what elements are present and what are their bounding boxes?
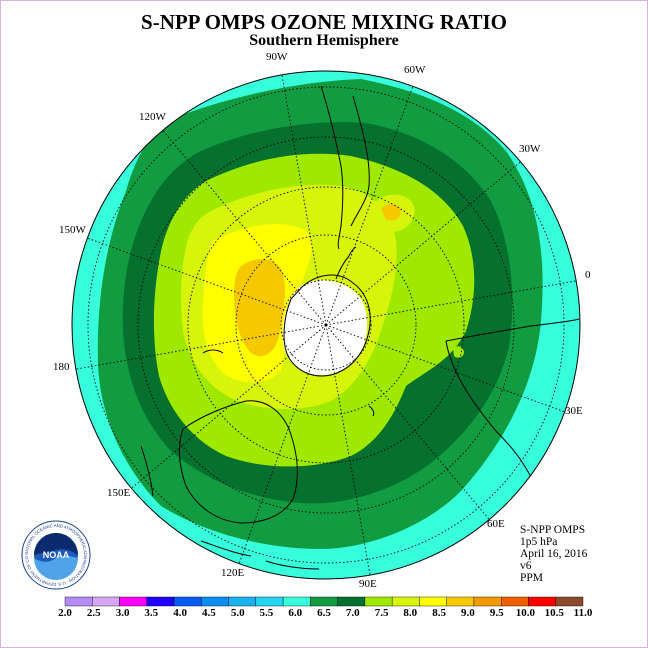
lon-label-30e: 30E bbox=[565, 405, 583, 417]
colorbar-tick-label: 9.0 bbox=[461, 607, 475, 619]
colorbar-tick-label: 4.5 bbox=[202, 607, 216, 619]
info-block: S-NPP OMPS 1p5 hPa April 16, 2016 v6 PPM bbox=[520, 524, 587, 584]
colorbar-tick-label: 6.5 bbox=[317, 607, 331, 619]
info-instrument: S-NPP OMPS bbox=[520, 524, 586, 536]
pole-nodata-region bbox=[282, 280, 368, 375]
colorbar-tick-label: 2.0 bbox=[58, 607, 72, 619]
lon-label-150w: 150W bbox=[59, 224, 86, 236]
colorbar-tick-label: 5.5 bbox=[259, 607, 274, 619]
colorbar-tick-label: 3.0 bbox=[115, 607, 130, 619]
meridian-lines bbox=[75, 74, 577, 576]
lon-label-90w: 90W bbox=[266, 51, 288, 63]
south-pole-marker bbox=[324, 323, 328, 327]
latitude-circle-60s bbox=[187, 186, 465, 464]
latitude-circle-50s bbox=[137, 136, 515, 514]
sub-antarctic-islands bbox=[202, 349, 375, 417]
lon-label-150e: 150E bbox=[107, 487, 131, 499]
info-date: April 16, 2016 bbox=[520, 548, 588, 560]
meridian-line bbox=[325, 161, 521, 326]
latitude-circle-70s bbox=[235, 234, 417, 416]
band-9-0-patch bbox=[381, 203, 401, 221]
lon-label-90e: 90E bbox=[359, 578, 377, 590]
lon-label-30w: 30W bbox=[519, 143, 541, 155]
meridian-line bbox=[131, 324, 327, 489]
meridian-line bbox=[325, 324, 565, 413]
coastlines bbox=[130, 85, 580, 570]
noaa-logo: NOAA NATIONAL OCEANIC AND ATMOSPHERIC AD… bbox=[21, 520, 91, 590]
lon-label-60e: 60E bbox=[487, 518, 505, 530]
info-level: 1p5 hPa bbox=[520, 536, 558, 548]
meridian-line bbox=[238, 324, 327, 564]
map-boundary bbox=[71, 70, 581, 580]
info-version: v6 bbox=[520, 560, 532, 572]
indonesia-coast bbox=[200, 540, 320, 570]
info-units: PPM bbox=[520, 572, 544, 584]
south-america-coast bbox=[320, 85, 370, 250]
meridian-line bbox=[281, 74, 327, 326]
lon-label-180: 180 bbox=[53, 361, 70, 373]
lon-label-60w: 60W bbox=[404, 64, 426, 76]
colorbar-tick-label: 2.5 bbox=[86, 607, 101, 619]
graticule bbox=[75, 74, 577, 576]
meridian-line bbox=[325, 86, 414, 326]
colorbar-tick-label: 8.5 bbox=[432, 607, 446, 619]
colorbar-tick-label: 5.0 bbox=[230, 607, 245, 619]
australia-coast bbox=[178, 400, 298, 524]
africa-coast bbox=[445, 318, 580, 502]
colorbar-tick-label: 10.0 bbox=[515, 607, 536, 619]
latitude-circle-40s bbox=[87, 86, 565, 564]
meridian-line bbox=[75, 324, 327, 370]
colorbar-tick-label: 7.0 bbox=[345, 607, 360, 619]
latitude-circle-80s bbox=[280, 279, 372, 371]
colorbar-tick-label: 9.5 bbox=[489, 607, 504, 619]
noaa-logo-text: NOAA bbox=[43, 550, 70, 560]
map-subtitle: Southern Hemisphere bbox=[249, 32, 399, 49]
antarctic-peninsula bbox=[335, 246, 357, 280]
colorbar-tick-label: 8.0 bbox=[403, 607, 418, 619]
colorbar-tick-label: 10.5 bbox=[544, 607, 564, 619]
meridian-line bbox=[162, 130, 327, 326]
meridian-line bbox=[87, 237, 327, 326]
lon-label-0: 0 bbox=[585, 269, 591, 281]
colorbar-tick-label: 11.0 bbox=[573, 607, 593, 619]
colorbar-tick-label: 6.0 bbox=[288, 607, 303, 619]
lon-label-120e: 120E bbox=[221, 567, 245, 579]
map-title: S-NPP OMPS OZONE MIXING RATIO bbox=[141, 10, 507, 34]
antarctica-coast bbox=[283, 274, 371, 377]
meridian-line bbox=[325, 324, 490, 520]
colorbar-tick-label: 4.0 bbox=[173, 607, 187, 619]
colorbar-tick-label: 3.5 bbox=[144, 607, 159, 619]
meridian-line bbox=[325, 324, 371, 576]
lon-label-120w: 120W bbox=[139, 111, 166, 123]
band-7-5-patch bbox=[453, 346, 464, 358]
meridian-line bbox=[325, 280, 577, 326]
colorbar-tick-label: 7.5 bbox=[374, 607, 389, 619]
